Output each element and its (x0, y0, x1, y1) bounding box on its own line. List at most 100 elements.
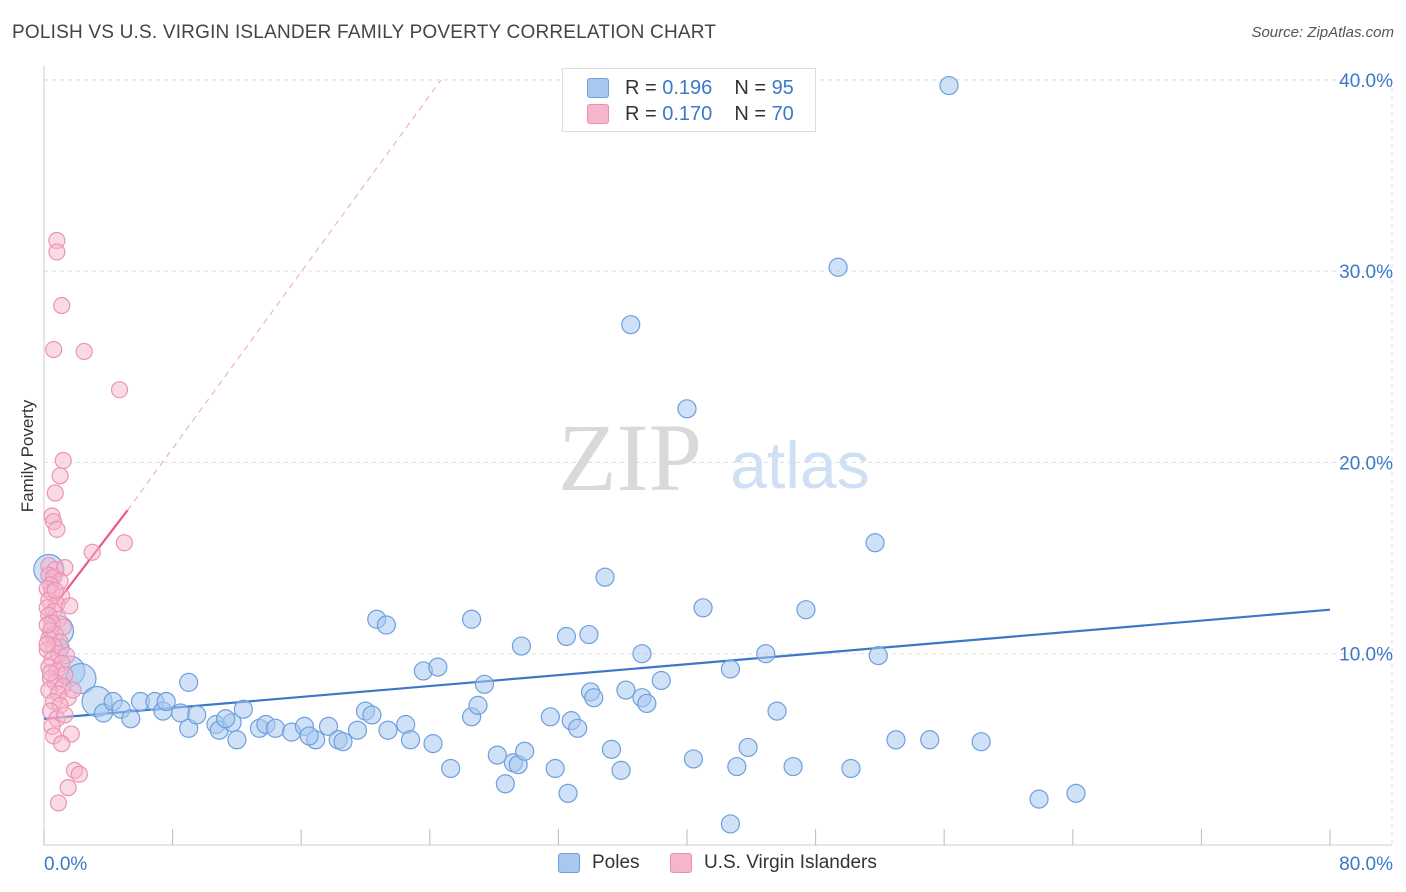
poles-point (796, 600, 816, 620)
poles-point (756, 644, 776, 664)
source-label: Source: ZipAtlas.com (1251, 24, 1394, 41)
poles-point (865, 533, 885, 553)
poles-point (545, 758, 565, 779)
poles-point (828, 257, 848, 277)
virgin-islanders-swatch (587, 104, 609, 124)
poles-point (632, 644, 652, 664)
chart-title: POLISH VS U.S. VIRGIN ISLANDER FAMILY PO… (12, 22, 717, 43)
virgin-islanders-point (83, 543, 101, 561)
poles-point (333, 732, 353, 752)
virgin-islanders-point (64, 681, 82, 699)
stats-box: R = 0.196 N = 95 R = 0.170 N = 70 (562, 68, 816, 132)
poles-point (558, 783, 578, 803)
poles-point (187, 705, 207, 725)
tick-labels: 10.0% 20.0% 30.0% 40.0% 0.0% 80.0% (44, 71, 1393, 875)
r-label: R = (625, 76, 657, 99)
stats-row-virgin-islanders: R = 0.170 N = 70 (587, 101, 794, 127)
poles-point (511, 636, 532, 656)
poles-point (540, 707, 560, 727)
poles-point (227, 730, 247, 750)
legend-label: Poles (592, 852, 640, 873)
poles-point (1066, 783, 1086, 803)
poles-point (738, 737, 758, 758)
poles-point (441, 758, 461, 779)
y-tick-label: 10.0% (1339, 645, 1393, 666)
poles-point (216, 709, 236, 729)
virgin-islanders-point (51, 467, 69, 485)
n-value: 70 (771, 102, 794, 125)
poles-point (637, 693, 657, 714)
poles-point (651, 670, 671, 691)
poles-point (121, 709, 141, 729)
poles-point (886, 730, 906, 750)
virgin-islanders-point (56, 706, 74, 724)
virgin-islanders-point (41, 664, 60, 682)
virgin-islanders-point (61, 597, 79, 615)
poles-point (299, 726, 319, 746)
r-label: R = (625, 102, 657, 125)
poles-point (601, 739, 622, 759)
poles-point (568, 718, 588, 738)
y-tick-label: 40.0% (1339, 71, 1393, 92)
virgin-islanders-point (49, 794, 68, 812)
poles-point (841, 758, 861, 779)
virgin-islanders-point (46, 484, 64, 502)
legend: Poles U.S. Virgin Islanders (0, 852, 1406, 878)
virgin-islanders-point (48, 243, 66, 261)
virgin-islanders-point (54, 451, 72, 470)
virgin-islanders-point (53, 296, 71, 315)
poles-point (423, 734, 443, 754)
poles-trend-line (43, 608, 1331, 720)
y-tick-label: 30.0% (1339, 262, 1393, 283)
poles-point (556, 626, 577, 647)
virgin-islanders-point (75, 342, 93, 361)
virgin-islanders-points (38, 231, 133, 812)
poles-point (347, 720, 368, 740)
r-value: 0.170 (662, 102, 713, 125)
poles-point (495, 774, 515, 794)
virgin-islanders-trend-extension (127, 79, 442, 511)
r-value: 0.196 (662, 76, 713, 99)
poles-point (233, 699, 253, 719)
gridlines (44, 79, 1393, 845)
legend-item-virgin-islanders[interactable]: U.S. Virgin Islanders (670, 852, 877, 874)
poles-point (720, 814, 741, 834)
poles-point (727, 756, 747, 777)
y-tick-label: 20.0% (1339, 453, 1393, 474)
poles-point (920, 730, 940, 750)
poles-point (677, 399, 697, 419)
poles-point (156, 691, 176, 712)
poles-point (767, 701, 787, 721)
poles-point (611, 760, 631, 780)
poles-point (400, 730, 421, 750)
poles-point (579, 624, 599, 645)
poles-swatch (587, 78, 609, 98)
poles-point (584, 688, 604, 708)
n-label: N = (734, 76, 766, 99)
poles-point (179, 672, 199, 692)
poles-point (474, 674, 495, 694)
virgin-islanders-point (115, 534, 133, 552)
poles-point (621, 315, 641, 335)
x-tick-label-max: 80.0% (1339, 854, 1393, 875)
legend-item-poles[interactable]: Poles (558, 852, 640, 874)
stats-row-poles: R = 0.196 N = 95 (587, 75, 794, 101)
poles-point (683, 749, 704, 769)
virgin-islanders-point (48, 520, 66, 538)
poles-point (939, 75, 959, 96)
legend-label: U.S. Virgin Islanders (704, 852, 877, 873)
axes (43, 66, 1392, 846)
virgin-islanders-point (38, 635, 56, 653)
poles-point (720, 659, 741, 679)
watermark: ZIP atlas (558, 404, 870, 511)
poles-point (468, 695, 488, 715)
poles-point (461, 609, 482, 629)
virgin-islanders-point (45, 340, 63, 359)
poles-point (265, 718, 286, 738)
poles-point (428, 657, 448, 677)
poles-point (616, 680, 636, 700)
poles-point (378, 720, 398, 740)
poles-legend-swatch (558, 853, 580, 873)
poles-points (33, 75, 1086, 834)
virgin-islanders-point (53, 735, 71, 753)
